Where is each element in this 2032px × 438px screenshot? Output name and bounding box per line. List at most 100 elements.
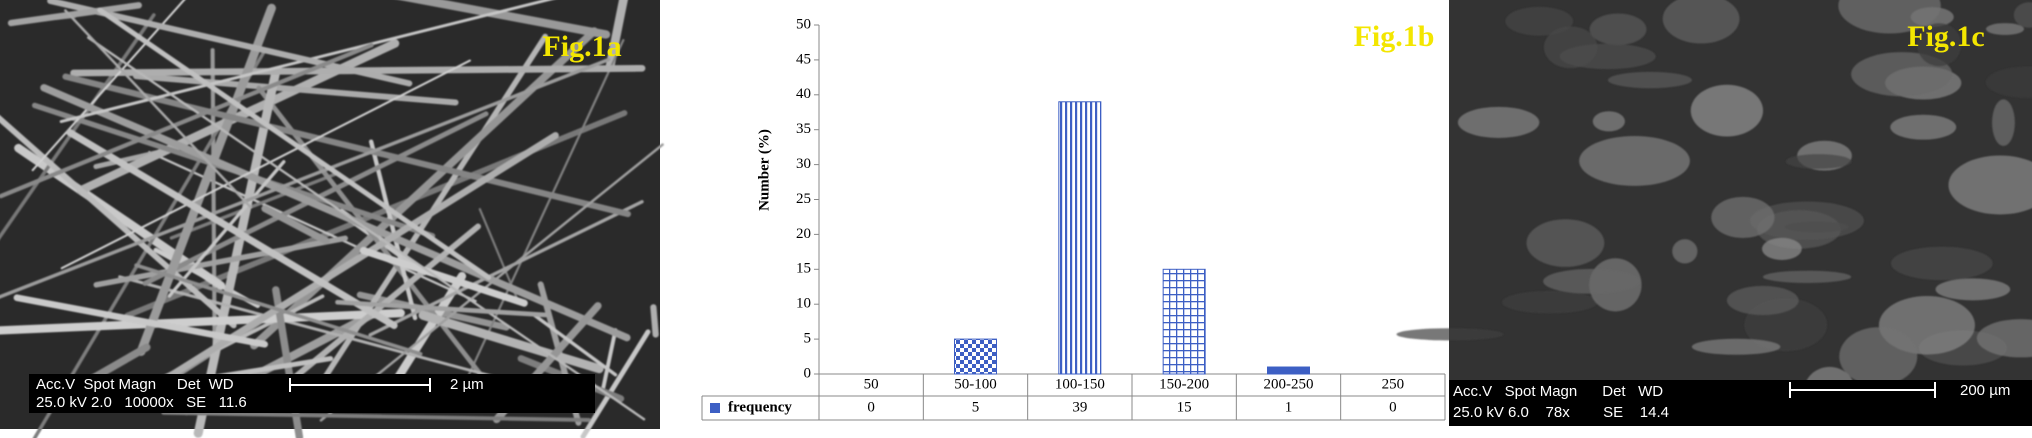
y-tick-label: 5	[804, 331, 812, 347]
table-value: 15	[1177, 399, 1192, 415]
scale-label: 2 µm	[450, 376, 484, 393]
texture-blob	[1784, 221, 1849, 233]
fiber	[531, 312, 618, 377]
fiber	[132, 73, 459, 106]
y-tick-label: 30	[796, 156, 811, 172]
texture-blob	[1785, 153, 1852, 169]
x-tick-label: 250	[1382, 376, 1405, 392]
texture-blob	[1985, 23, 2025, 36]
figure-label: Fig.1c	[1907, 20, 1984, 53]
texture-blob	[1672, 239, 1698, 264]
legend-swatch	[710, 403, 720, 413]
fiber	[359, 247, 528, 307]
texture-blob	[2013, 2, 2032, 28]
fiber	[7, 2, 142, 27]
texture-blob	[1396, 328, 1504, 341]
fiber	[40, 84, 631, 342]
fiber	[0, 13, 156, 240]
table-value: 0	[1389, 399, 1397, 415]
info-bar	[29, 374, 595, 413]
fiber	[134, 263, 423, 356]
texture-blob	[1761, 237, 1802, 260]
texture-blob	[1917, 22, 1962, 67]
bar	[1058, 101, 1102, 375]
fiber	[87, 36, 646, 421]
fiber	[64, 9, 253, 209]
fiber	[66, 128, 398, 330]
fiber	[13, 294, 269, 348]
texture-blob	[1851, 52, 1953, 97]
fiber	[418, 310, 604, 374]
y-tick-label: 20	[796, 226, 811, 242]
fiber	[0, 308, 405, 335]
texture-blob	[1726, 285, 1799, 316]
x-tick-label: 100-150	[1055, 376, 1105, 392]
fiber	[399, 0, 611, 39]
x-tick-label: 200-250	[1264, 376, 1314, 392]
texture-blob	[1762, 270, 1852, 283]
sem-image: Acc.V Spot Magn Det WD 25.0 kV 2.0 10000…	[0, 0, 664, 438]
texture-blob	[1711, 196, 1775, 239]
fiber	[62, 73, 631, 218]
info-values: 25.0 kV 2.0 10000x SE 11.6	[36, 394, 247, 411]
y-tick-label: 0	[804, 365, 812, 381]
fiber	[0, 42, 374, 199]
fiber	[210, 48, 217, 368]
y-tick-label: 10	[796, 296, 811, 312]
texture-blob	[1607, 71, 1692, 89]
fiber	[136, 3, 276, 356]
table-value: 0	[867, 399, 875, 415]
fiber	[368, 200, 644, 337]
fiber	[169, 172, 338, 240]
y-tick-label: 25	[796, 191, 811, 207]
fiber	[650, 304, 659, 338]
texture-blob	[1505, 6, 1574, 36]
info-values: 25.0 kV 6.0 78x SE 14.4	[1453, 404, 1669, 421]
y-axis-label: Number (%)	[756, 129, 772, 211]
info-header: Acc.V Spot Magn Det WD	[1453, 383, 1663, 400]
y-tick-label: 40	[796, 86, 811, 102]
texture-blob	[1891, 246, 1993, 281]
texture-blob	[1691, 338, 1781, 355]
table-value: 5	[972, 399, 980, 415]
fiber	[161, 410, 591, 422]
table-value: 1	[1285, 399, 1293, 415]
texture-blob	[1589, 13, 1647, 46]
fiber	[304, 33, 548, 408]
texture-blob	[1526, 219, 1605, 267]
x-tick-label: 150-200	[1159, 376, 1209, 392]
fiber	[60, 59, 471, 270]
chart-title: Fig.1b	[1354, 20, 1435, 53]
bar	[1162, 268, 1206, 375]
texture-blob	[1543, 268, 1641, 294]
texture-blob	[1501, 290, 1598, 314]
y-tick-label: 15	[796, 261, 811, 277]
texture-blob	[1579, 136, 1690, 186]
texture-blob	[1935, 278, 2011, 301]
y-tick-label: 50	[796, 16, 811, 32]
fiber	[97, 7, 492, 281]
info-header: Acc.V Spot Magn Det WD	[36, 376, 234, 393]
fiber	[580, 329, 651, 438]
fiber	[261, 205, 330, 245]
fiber	[0, 115, 237, 329]
chart: Fig.1b Number (%) 05101520253035404550fr…	[701, 16, 1446, 421]
texture-blob	[1976, 319, 2032, 358]
fiber	[138, 132, 559, 397]
fiber	[368, 139, 418, 321]
texture-blob	[1948, 155, 2032, 215]
texture-blob	[1838, 0, 1941, 34]
fiber	[256, 85, 492, 389]
fiber	[31, 0, 186, 172]
texture-blob	[1559, 43, 1656, 70]
texture	[1396, 0, 2032, 415]
fiber	[605, 0, 628, 71]
x-tick-label: 50	[864, 376, 879, 392]
texture-blob	[1592, 111, 1625, 132]
legend-label: frequency	[728, 399, 792, 415]
fiber	[250, 27, 599, 350]
fiber	[335, 299, 549, 318]
texture-blob	[1457, 106, 1540, 138]
texture-blob	[1992, 99, 2015, 147]
